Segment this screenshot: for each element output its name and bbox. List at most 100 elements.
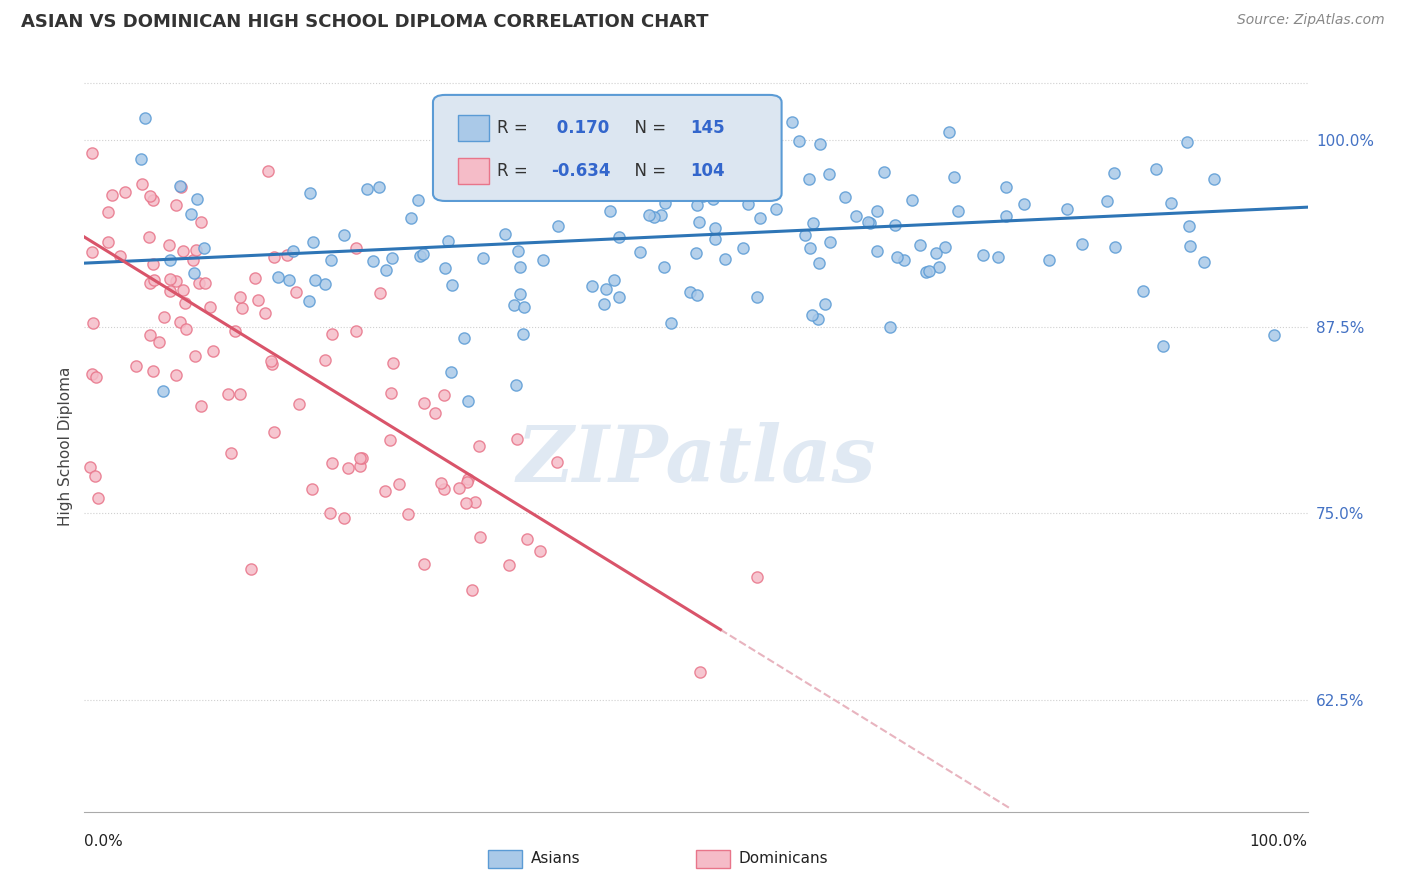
Point	[374, 484, 396, 499]
Point	[198, 300, 221, 314]
Point	[254, 306, 277, 320]
Point	[430, 475, 453, 490]
Point	[468, 111, 491, 125]
Point	[751, 171, 773, 186]
Text: Dominicans: Dominicans	[738, 851, 828, 866]
Point	[367, 180, 389, 194]
Point	[801, 308, 824, 322]
Point	[628, 244, 651, 259]
Text: N =: N =	[624, 119, 672, 136]
Point	[97, 235, 120, 249]
Point	[531, 252, 554, 267]
Point	[425, 406, 447, 420]
Point	[165, 368, 187, 382]
Point	[513, 300, 536, 314]
Point	[1204, 172, 1226, 186]
Point	[84, 468, 107, 483]
Text: 145: 145	[690, 119, 725, 136]
Point	[603, 273, 626, 287]
Point	[172, 283, 194, 297]
Point	[148, 335, 170, 350]
Point	[301, 235, 323, 250]
Point	[84, 370, 107, 384]
Point	[285, 285, 308, 299]
Point	[344, 324, 367, 338]
Point	[654, 196, 676, 211]
Point	[408, 249, 430, 263]
Point	[690, 111, 713, 125]
Bar	[696, 850, 730, 868]
Point	[281, 244, 304, 258]
Point	[808, 136, 831, 151]
Point	[547, 219, 569, 233]
Point	[638, 207, 661, 221]
Point	[749, 211, 772, 225]
Point	[516, 532, 538, 546]
Point	[259, 354, 281, 368]
Point	[640, 185, 662, 199]
Point	[434, 261, 457, 276]
Point	[349, 451, 371, 466]
Point	[165, 198, 187, 212]
Point	[257, 164, 280, 178]
Point	[87, 491, 110, 506]
Point	[703, 220, 725, 235]
Point	[713, 183, 735, 197]
Point	[388, 476, 411, 491]
Text: 100.0%: 100.0%	[1250, 834, 1308, 848]
Point	[995, 209, 1018, 223]
Bar	[458, 115, 489, 141]
Point	[217, 387, 239, 401]
Point	[433, 387, 456, 401]
Point	[817, 167, 839, 181]
Point	[807, 312, 830, 326]
Point	[834, 190, 856, 204]
Point	[239, 562, 262, 576]
Point	[910, 237, 932, 252]
Point	[108, 249, 131, 263]
Point	[1180, 239, 1202, 253]
Point	[287, 397, 309, 411]
Point	[187, 277, 209, 291]
Point	[368, 285, 391, 300]
Point	[454, 496, 477, 510]
Point	[886, 250, 908, 264]
Point	[125, 359, 148, 373]
Point	[583, 179, 606, 194]
Point	[231, 301, 253, 316]
Point	[131, 177, 153, 191]
Point	[375, 262, 398, 277]
Point	[866, 244, 889, 259]
Point	[169, 315, 191, 329]
Point	[169, 178, 191, 193]
Point	[174, 322, 197, 336]
Point	[152, 384, 174, 399]
Point	[879, 319, 901, 334]
Point	[512, 327, 534, 342]
Bar	[488, 850, 522, 868]
Point	[1194, 254, 1216, 268]
Point	[780, 115, 803, 129]
Point	[184, 349, 207, 363]
Text: R =: R =	[498, 161, 533, 180]
Point	[457, 394, 479, 409]
Point	[453, 331, 475, 345]
Point	[457, 111, 479, 125]
Point	[498, 558, 520, 573]
Text: 104: 104	[690, 161, 725, 180]
Point	[446, 184, 468, 198]
Text: N =: N =	[624, 161, 672, 180]
Point	[114, 186, 136, 200]
Point	[457, 472, 479, 486]
Point	[181, 252, 204, 267]
Point	[1144, 161, 1167, 176]
Point	[142, 364, 165, 378]
Point	[190, 215, 212, 229]
Point	[267, 270, 290, 285]
Point	[505, 378, 527, 392]
Point	[1014, 197, 1036, 211]
Text: 0.0%: 0.0%	[84, 834, 124, 848]
Point	[692, 189, 714, 203]
Point	[787, 134, 810, 148]
Point	[344, 241, 367, 255]
